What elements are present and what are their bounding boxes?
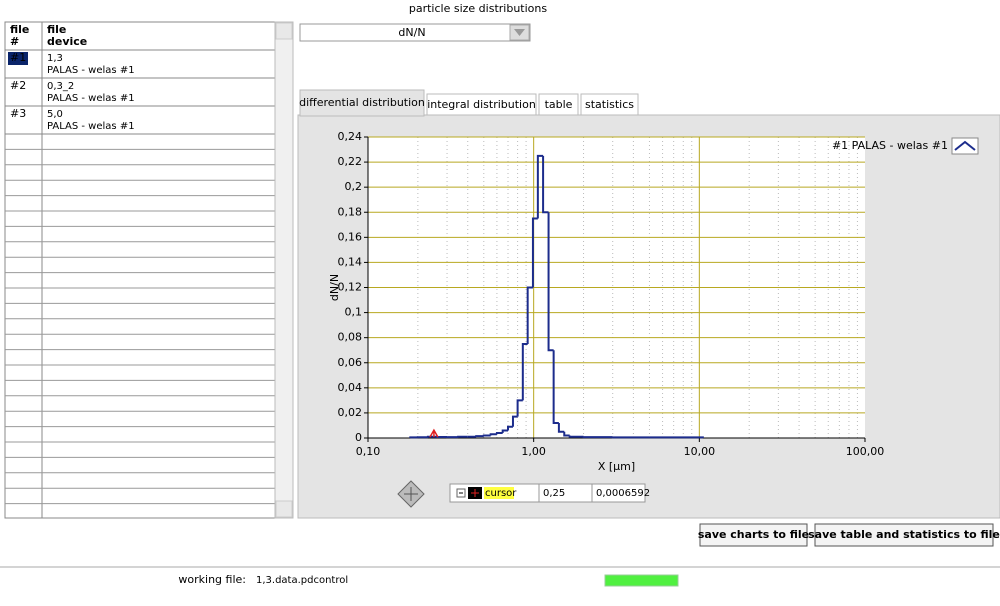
status-file: 1,3.data.pdcontrol [256, 575, 348, 586]
cursor-x: 0,25 [543, 488, 565, 499]
legend-swatch [951, 137, 979, 155]
scroll-down[interactable] [275, 500, 293, 518]
y-tick-label: 0,06 [338, 356, 363, 369]
x-tick-label: 10,00 [684, 445, 716, 458]
column-header: file [10, 23, 29, 36]
y-tick-label: 0,04 [338, 381, 363, 394]
cursor-name: cursor [485, 488, 517, 499]
file-device[interactable]: PALAS - welas #1 [47, 121, 135, 132]
y-tick-label: 0,1 [345, 306, 363, 319]
histogram-step [526, 286, 533, 344]
window-title: particle size distributions [409, 2, 547, 15]
cursor-marker [429, 428, 439, 438]
tab-label[interactable]: differential distribution [299, 96, 425, 109]
tab-label[interactable]: table [545, 98, 573, 111]
histogram-step [536, 154, 544, 219]
file-id[interactable]: #3 [10, 107, 26, 120]
column-header: device [47, 35, 87, 48]
y-tick-label: 0,16 [338, 230, 363, 243]
dropdown-value[interactable]: dN/N [398, 26, 425, 39]
x-tick-label: 100,00 [846, 445, 885, 458]
legend-label: #1 PALAS - welas #1 [832, 139, 948, 152]
tab[interactable] [538, 93, 579, 116]
y-tick-label: 0,14 [338, 255, 363, 268]
y-axis-label: dN/N [328, 274, 341, 301]
file-id[interactable]: #1 [10, 51, 26, 64]
button[interactable] [814, 523, 994, 547]
histogram-step [552, 350, 559, 424]
cursor-swatch-mark [471, 489, 479, 497]
file-name[interactable]: 5,0 [47, 109, 63, 120]
y-tick-label: 0,08 [338, 331, 363, 344]
y-tick-label: 0,24 [338, 130, 363, 143]
histogram-step [557, 422, 565, 433]
scroll-up[interactable] [275, 22, 293, 40]
x-axis-label: X [µm] [598, 460, 635, 473]
dropdown[interactable] [299, 23, 531, 42]
tab[interactable] [426, 93, 537, 116]
button-label[interactable]: save charts to file [698, 528, 809, 541]
histogram-step [475, 435, 484, 438]
histogram-step [489, 433, 497, 436]
selected-cell [8, 52, 28, 65]
y-tick-label: 0,12 [338, 281, 363, 294]
cursor-name-bg [484, 487, 514, 499]
file-name[interactable]: 0,3_2 [47, 81, 74, 92]
histogram-step [495, 431, 503, 435]
button-label[interactable]: save table and statistics to file [808, 528, 1000, 541]
file-id[interactable]: #2 [10, 79, 26, 92]
histogram-step [568, 435, 584, 438]
histogram-step [409, 436, 418, 439]
histogram-step [501, 429, 509, 433]
histogram-step [649, 436, 704, 439]
x-tick-label: 0,10 [356, 445, 381, 458]
histogram-step [482, 434, 491, 437]
cursor-y: 0,0006592 [596, 488, 650, 499]
histogram-step [507, 425, 513, 431]
tab[interactable] [580, 93, 639, 116]
scrollbar[interactable] [274, 21, 294, 519]
histogram-step [531, 217, 538, 288]
x-tick-label: 1,00 [521, 445, 546, 458]
y-tick-label: 0,2 [345, 180, 363, 193]
file-name[interactable]: 1,3 [47, 53, 63, 64]
y-tick-label: 0,22 [338, 155, 363, 168]
y-tick-label: 0,02 [338, 406, 363, 419]
dropdown-arrow [514, 29, 525, 36]
button[interactable] [699, 523, 808, 547]
histogram-step [563, 431, 570, 437]
file-table [4, 21, 276, 519]
cursor-mover-lines [404, 487, 418, 501]
histogram-step [547, 212, 554, 352]
tab-label[interactable]: statistics [585, 98, 634, 111]
tab[interactable] [299, 89, 425, 117]
progress-indicator [604, 574, 679, 587]
histogram-step [516, 399, 523, 417]
status-label: working file: [178, 573, 246, 586]
y-tick-label: 0 [355, 431, 362, 444]
column-header: # [10, 35, 19, 48]
histogram-step [521, 342, 528, 401]
histogram-step [511, 415, 518, 427]
legend-line [954, 140, 976, 151]
file-device[interactable]: PALAS - welas #1 [47, 93, 135, 104]
histogram-step [426, 435, 437, 438]
tab-label[interactable]: integral distribution [427, 98, 536, 111]
file-device[interactable]: PALAS - welas #1 [47, 65, 135, 76]
y-tick-label: 0,18 [338, 205, 363, 218]
column-header: file [47, 23, 66, 36]
histogram-step [542, 155, 549, 214]
